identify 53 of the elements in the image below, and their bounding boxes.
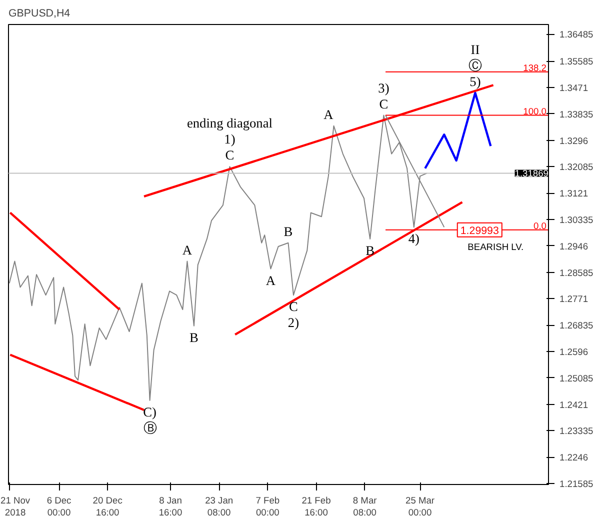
y-tick-label: 1.2771	[560, 294, 588, 304]
x-tick-label: 21 Feb 16:00	[302, 496, 331, 518]
y-tick-label: 1.32085	[560, 162, 594, 172]
y-tick-label: 1.26835	[560, 320, 594, 331]
x-tick-label: 8 Mar 08:00	[352, 496, 377, 518]
annotation: 1)	[224, 132, 236, 147]
annotation: 100.0	[523, 106, 546, 116]
annotation: 2)	[288, 315, 300, 330]
annotation: Ⓒ	[468, 58, 482, 73]
annotation: 3)	[378, 80, 390, 96]
annotation: A	[182, 242, 192, 258]
y-tick-label: 1.23335	[560, 426, 594, 436]
y-tick-label: 1.2246	[560, 452, 588, 463]
x-tick-label: 6 Dec 00:00	[46, 496, 72, 518]
y-tick-label: 1.2596	[560, 346, 588, 357]
annotation: Ⓑ	[143, 420, 156, 436]
y-tick-label: 1.3296	[560, 136, 588, 146]
annotation: C	[289, 299, 298, 314]
annotation: 1.29993	[460, 224, 499, 237]
x-tick-label: 7 Feb 00:00	[256, 496, 280, 518]
x-tick-label: 8 Jan 16:00	[158, 496, 182, 518]
y-tick-label: 1.25085	[560, 373, 594, 384]
y-tick-label: 1.30335	[560, 215, 594, 226]
annotation: C)	[143, 404, 156, 420]
annotation: B	[284, 224, 293, 239]
annotation: 138.2	[523, 62, 546, 73]
annotation: A	[266, 272, 276, 288]
y-tick-label: 1.33835	[560, 109, 594, 120]
annotation: ending diagonal	[186, 116, 273, 131]
annotation: 0.0	[534, 220, 546, 231]
y-tick-label: 1.28585	[560, 268, 594, 278]
annotation: II	[470, 42, 480, 57]
y-tick-label: 1.2421	[560, 400, 588, 410]
y-tick-label: 1.35585	[560, 56, 594, 67]
annotation: 4)	[408, 231, 420, 246]
x-tick-label: 21 Nov 2018	[0, 496, 30, 518]
x-tick-label: 23 Jan 08:00	[205, 496, 234, 518]
x-tick-label: 20 Dec 16:00	[92, 496, 123, 518]
y-tick-label: 1.2946	[560, 241, 588, 252]
annotation: B	[366, 242, 375, 258]
annotation: B	[190, 330, 199, 345]
y-tick-label: 1.21585	[560, 478, 594, 489]
chart-title: GBPUSD,H4	[8, 8, 70, 20]
y-tick-label: 1.3471	[560, 83, 588, 94]
annotation: C	[379, 96, 388, 112]
x-tick-label: 25 Mar 00:00	[406, 496, 435, 518]
ref-line-label: 1.31869	[514, 168, 549, 179]
y-tick-label: 1.36485	[560, 30, 594, 40]
annotation: C	[225, 148, 234, 163]
annotation: 5)	[470, 74, 481, 89]
annotation: A	[324, 106, 334, 122]
annotation: BEARISH LV.	[468, 242, 524, 252]
y-tick-label: 1.3121	[560, 188, 588, 199]
